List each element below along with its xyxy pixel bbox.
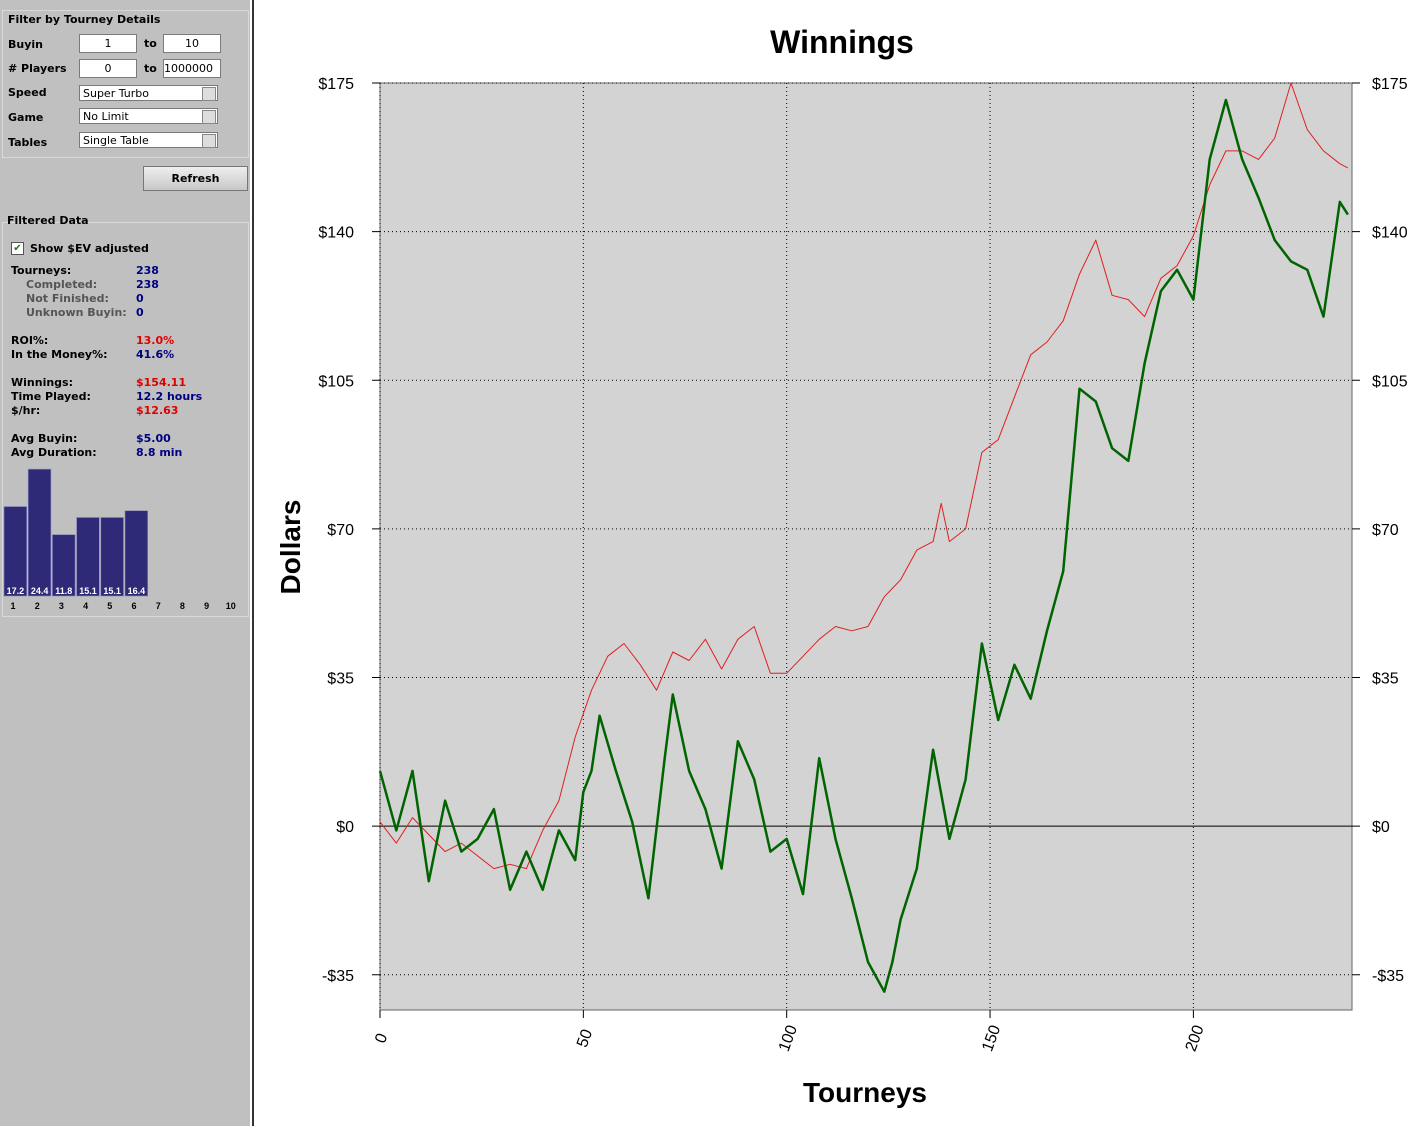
chart-panel: Winnings Tourneys Dollars -$35 -$35 $0 $0 $35 $3…	[252, 0, 1423, 1126]
buyin-max[interactable]: 10	[163, 34, 221, 53]
refresh-button[interactable]: Refresh	[143, 166, 248, 191]
chart-title: Winnings	[770, 24, 914, 60]
stat-label: Avg Buyin:	[11, 432, 78, 445]
filter-title: Filter by Tourney Details	[8, 13, 161, 26]
stat-label: Not Finished:	[26, 292, 109, 305]
stat-value: 238	[136, 264, 159, 277]
y2-tick-label: $175	[1372, 76, 1408, 93]
stat-value: $5.00	[136, 432, 171, 445]
hist-value-label: 16.4	[128, 586, 146, 596]
stat-label: $/hr:	[11, 404, 41, 417]
y-tick-label: $35	[327, 671, 354, 688]
x-tick-label: 0	[372, 1031, 391, 1045]
plot-area	[379, 82, 1353, 1011]
y-tick-label: -$35	[322, 968, 354, 985]
hist-category-label: 3	[59, 601, 64, 611]
sidebar: Filter by Tourney Details Buyin 1 to 10 …	[0, 0, 250, 1126]
y-tick-label: $105	[318, 373, 354, 390]
x-axis-label: Tourneys	[803, 1077, 927, 1108]
stat-value: $12.63	[136, 404, 179, 417]
players-max[interactable]: 1000000	[163, 59, 221, 78]
players-min[interactable]: 0	[79, 59, 137, 78]
hist-value-label: 15.1	[103, 586, 121, 596]
hist-category-label: 7	[156, 601, 161, 611]
y-tick-label: $140	[318, 225, 354, 242]
hist-value-label: 24.4	[31, 586, 49, 596]
hist-bar	[100, 517, 124, 597]
stat-label: Unknown Buyin:	[26, 306, 127, 319]
y-axis-label: Dollars	[275, 500, 306, 595]
series-line	[378, 98, 1349, 993]
stat-label: Tourneys:	[11, 264, 72, 277]
field-label: Buyin	[8, 38, 43, 51]
stat-value: 0	[136, 292, 144, 305]
hist-value-label: 11.8	[55, 586, 72, 596]
y2-tick-label: $35	[1372, 671, 1399, 688]
game-select[interactable]: No Limit	[79, 108, 218, 124]
y2-tick-label: $0	[1372, 819, 1390, 836]
hist-category-label: 6	[131, 601, 136, 611]
hist-category-label: 5	[107, 601, 112, 611]
y-tick-label: $70	[327, 522, 354, 539]
y-tick-label: $0	[336, 819, 354, 836]
stat-value: $154.11	[136, 376, 187, 389]
field-label: # Players	[8, 62, 67, 75]
hist-category-label: 4	[83, 601, 88, 611]
stat-value: 41.6%	[136, 348, 175, 361]
ev-label[interactable]: Show $EV adjusted	[30, 242, 149, 255]
hist-category-label: 8	[180, 601, 185, 611]
stat-label: Avg Duration:	[11, 446, 97, 459]
hist-category-label: 9	[204, 601, 209, 611]
stat-value: 8.8 min	[136, 446, 183, 459]
hist-bar	[3, 506, 28, 597]
field-label: Game	[8, 111, 44, 124]
hist-category-label: 2	[35, 601, 40, 611]
hist-category-label: 1	[10, 601, 15, 611]
hist-category-label: 10	[226, 601, 236, 611]
field-label: Speed	[8, 86, 47, 99]
hist-bar	[52, 534, 76, 597]
y2-tick-label: -$35	[1372, 968, 1404, 985]
y2-tick-label: $140	[1372, 225, 1408, 242]
x-tick-label: 50	[574, 1027, 596, 1050]
filtered-panel	[2, 222, 249, 617]
field-label: Tables	[8, 136, 48, 149]
hist-bar	[27, 468, 52, 597]
stat-label: Winnings:	[11, 376, 73, 389]
buyin-min[interactable]: 1	[79, 34, 137, 53]
hist-value-label: 17.2	[7, 586, 25, 596]
y2-tick-label: $105	[1372, 373, 1408, 390]
sep: to	[144, 37, 157, 50]
tables-select[interactable]: Single Table	[79, 132, 218, 148]
stat-label: ROI%:	[11, 334, 49, 347]
stat-value: 12.2 hours	[136, 390, 203, 403]
sep: to	[144, 62, 157, 75]
x-tick-label: 100	[776, 1023, 801, 1054]
histogram: 17.2 1 24.4 2 11.8 3 15.1 4 15.1 5 16.4 6 7 8 9 10	[3, 468, 236, 611]
stat-label: In the Money%:	[11, 348, 108, 361]
hist-value-label: 15.1	[79, 586, 97, 596]
x-tick-label: 200	[1183, 1023, 1208, 1054]
stat-label: Completed:	[26, 278, 98, 291]
filter-panel	[2, 10, 249, 158]
stat-value: 13.0%	[136, 334, 175, 347]
speed-select[interactable]: Super Turbo	[79, 85, 218, 101]
stat-value: 238	[136, 278, 159, 291]
hist-bar	[124, 510, 149, 597]
stat-label: Time Played:	[11, 390, 91, 403]
filtered-title: Filtered Data	[7, 214, 89, 227]
y2-tick-label: $70	[1372, 522, 1399, 539]
y-tick-label: $175	[318, 76, 354, 93]
hist-bar	[76, 517, 100, 597]
stat-value: 0	[136, 306, 144, 319]
series-line	[379, 82, 1349, 870]
x-tick-label: 150	[979, 1023, 1004, 1054]
ev-checkbox[interactable]: ✔	[11, 242, 24, 255]
